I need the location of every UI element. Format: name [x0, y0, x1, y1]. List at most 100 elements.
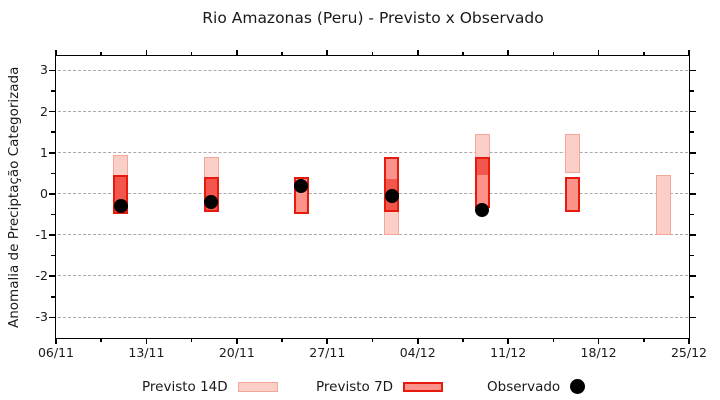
- x-axis-minor-tick-mirror: [371, 52, 374, 55]
- legend-label-previsto-7d: Previsto 7D: [316, 378, 394, 395]
- x-axis-tick-label: 18/12: [580, 345, 617, 360]
- y-axis-tick: [49, 151, 55, 154]
- y-axis-tick-mirror: [690, 316, 696, 319]
- x-axis-tick-mirror: [416, 50, 419, 55]
- x-axis-minor-tick: [371, 339, 374, 342]
- gridline-y-1: [57, 151, 688, 153]
- x-axis-tick: [688, 339, 690, 344]
- bar-previsto-7d: [565, 177, 581, 213]
- x-axis-tick-label: 27/11: [309, 345, 346, 360]
- x-axis-tick: [145, 339, 148, 344]
- y-axis-minor-tick: [51, 254, 55, 257]
- observed-dot: [475, 203, 490, 218]
- legend-item-previsto-7d: Previsto 7D: [316, 378, 444, 395]
- y-axis-minor-tick-mirror: [690, 296, 694, 298]
- x-axis-tick: [326, 339, 329, 344]
- plot-area: [55, 55, 690, 339]
- gridline-y-3: [57, 69, 688, 71]
- x-axis-tick-mirror: [597, 50, 600, 55]
- x-axis-minor-tick-mirror: [190, 52, 193, 55]
- y-axis-tick-label: -2: [35, 268, 48, 284]
- y-axis-minor-tick-mirror: [690, 131, 694, 133]
- bar-previsto-14d: [655, 175, 671, 236]
- chart-title: Rio Amazonas (Peru) - Previsto x Observa…: [202, 9, 544, 27]
- x-axis-tick-label: 11/12: [490, 345, 527, 360]
- x-axis-minor-tick-mirror: [552, 52, 555, 55]
- legend-label-observado: Observado: [487, 378, 561, 395]
- x-axis-tick-label: 25/12: [670, 345, 708, 360]
- y-axis-tick-mirror: [690, 275, 696, 278]
- legend-swatch-observado-dot: [570, 379, 586, 394]
- y-axis-tick-label: 1: [40, 144, 48, 160]
- y-axis-minor-tick: [51, 213, 55, 216]
- legend-item-previsto-14d: Previsto 14D: [142, 378, 278, 395]
- y-axis-tick-mirror: [690, 110, 696, 113]
- x-axis-tick: [236, 339, 238, 344]
- y-axis-tick: [49, 275, 55, 278]
- y-axis-minor-tick: [51, 172, 55, 175]
- x-axis-tick: [416, 339, 419, 344]
- observed-dot: [294, 178, 309, 193]
- y-axis-tick-label: 3: [40, 62, 48, 78]
- y-axis-tick-mirror: [690, 69, 696, 72]
- legend-label-previsto-14d: Previsto 14D: [142, 378, 228, 395]
- x-axis-minor-tick: [642, 339, 645, 342]
- y-axis-tick-label: -3: [35, 309, 48, 325]
- x-axis-minor-tick-mirror: [100, 52, 102, 55]
- x-axis-minor-tick: [462, 339, 464, 342]
- y-axis-minor-tick-mirror: [690, 213, 694, 216]
- y-axis-tick-mirror: [690, 193, 696, 195]
- y-axis-tick-label: 2: [40, 103, 48, 119]
- y-axis-minor-tick-mirror: [690, 90, 694, 92]
- x-axis-minor-tick-mirror: [462, 52, 464, 55]
- y-axis-tick: [49, 193, 55, 195]
- y-axis-minor-tick: [51, 131, 55, 133]
- y-axis-tick: [49, 69, 55, 72]
- x-axis-tick-label: 20/11: [218, 345, 255, 360]
- y-axis-tick-mirror: [690, 234, 696, 236]
- legend-swatch-previsto-7d: [403, 381, 444, 392]
- y-axis-minor-tick-mirror: [690, 172, 694, 175]
- x-axis-tick-mirror: [688, 50, 690, 55]
- legend-swatch-previsto-14d: [237, 381, 278, 392]
- bar-overlap-region: [115, 177, 127, 213]
- x-axis-minor-tick: [100, 339, 102, 342]
- gridline-y--1: [57, 234, 688, 236]
- x-axis-tick-mirror: [236, 50, 238, 55]
- y-axis-minor-tick: [51, 90, 55, 92]
- gridline-y-0: [57, 193, 688, 195]
- legend-item-observado: Observado: [487, 378, 586, 395]
- x-axis-tick-label: 06/11: [37, 345, 75, 360]
- observed-dot: [113, 199, 128, 214]
- x-axis-tick-mirror: [145, 50, 148, 55]
- x-axis-tick-label: 13/11: [128, 345, 165, 360]
- gridline-y--3: [57, 316, 688, 318]
- observed-dot: [204, 195, 219, 210]
- y-axis-tick-mirror: [690, 151, 696, 154]
- x-axis-tick-label: 04/12: [399, 345, 436, 360]
- y-axis-minor-tick: [51, 296, 55, 298]
- x-axis-tick: [55, 339, 57, 344]
- bar-overlap-region: [476, 158, 488, 176]
- x-axis-minor-tick-mirror: [642, 52, 645, 55]
- x-axis-tick: [597, 339, 600, 344]
- y-axis-tick: [49, 234, 55, 236]
- y-axis-tick-label: -1: [35, 227, 48, 243]
- x-axis-tick-mirror: [55, 50, 57, 55]
- y-axis-tick: [49, 316, 55, 319]
- y-axis-tick: [49, 110, 55, 113]
- observed-dot: [384, 188, 399, 203]
- y-axis-minor-tick-mirror: [690, 254, 694, 257]
- x-axis-minor-tick-mirror: [281, 52, 283, 55]
- bar-previsto-14d: [565, 134, 581, 174]
- gridline-y-2: [57, 110, 688, 112]
- bar-overlap-region: [205, 179, 217, 211]
- x-axis-minor-tick: [552, 339, 555, 342]
- x-axis-minor-tick: [281, 339, 283, 342]
- y-axis-tick-label: 0: [40, 185, 48, 201]
- x-axis-tick-mirror: [507, 50, 509, 55]
- x-axis-minor-tick: [190, 339, 193, 342]
- gridline-y--2: [57, 275, 688, 277]
- x-axis-tick-mirror: [326, 50, 329, 55]
